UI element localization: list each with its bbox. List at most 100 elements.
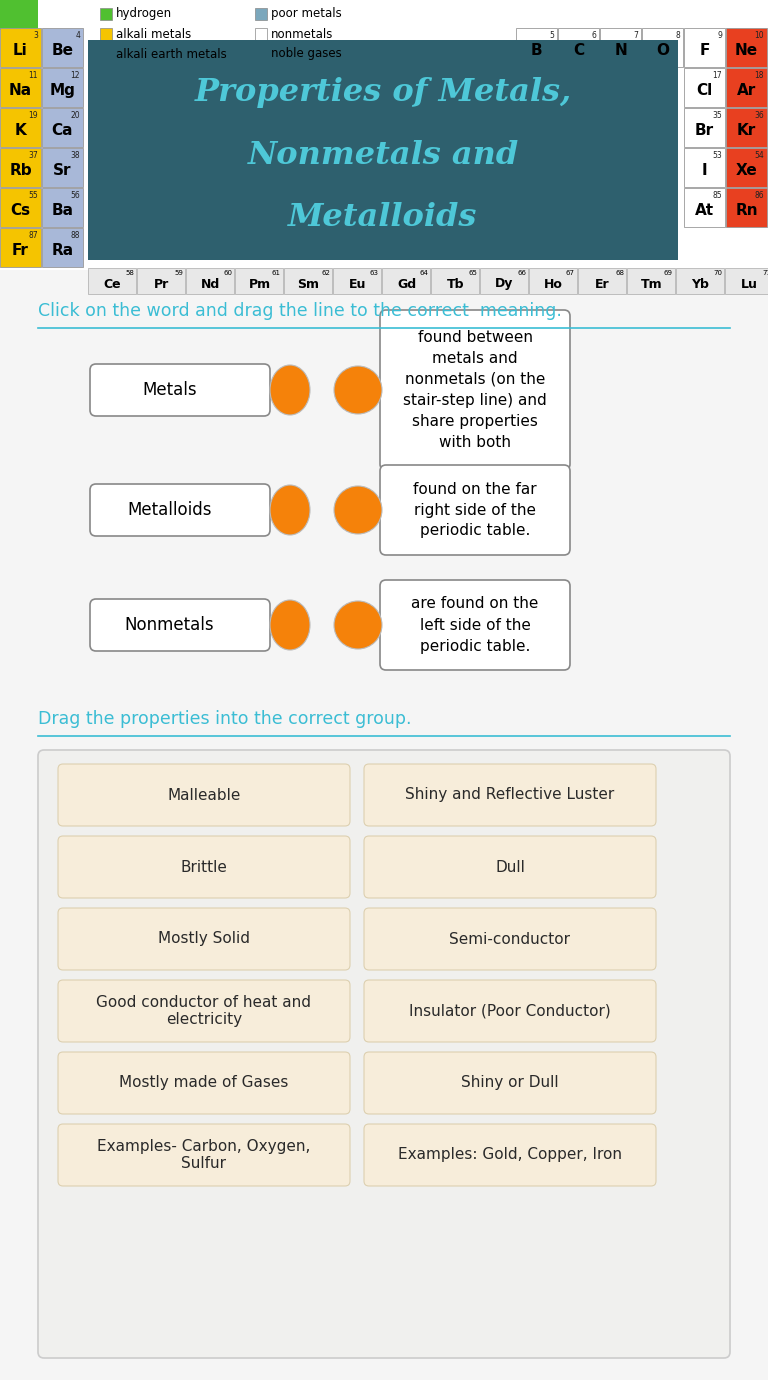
Text: 10: 10 [754,30,764,40]
Text: Br: Br [695,123,714,138]
Text: Ce: Ce [104,277,121,291]
Text: Ca: Ca [51,123,73,138]
Text: 9: 9 [717,30,722,40]
FancyBboxPatch shape [58,1123,350,1185]
Bar [0,148,41,188]
FancyBboxPatch shape [90,599,270,651]
Text: Er: Er [595,277,610,291]
Text: 66: 66 [517,270,526,276]
Text: Shiny or Dull: Shiny or Dull [462,1075,559,1090]
Text: 6: 6 [591,30,596,40]
Text: 58: 58 [125,270,134,276]
Text: 71: 71 [762,270,768,276]
Text: At: At [695,203,714,218]
Bar [726,28,767,68]
FancyBboxPatch shape [58,836,350,898]
Text: Be: Be [51,43,74,58]
Bar [255,48,267,59]
Text: 62: 62 [321,270,330,276]
Text: 88: 88 [71,230,80,240]
Text: 85: 85 [713,190,722,200]
Bar [684,148,725,188]
Text: Ba: Ba [51,203,74,218]
Text: F: F [700,43,710,58]
Text: found between
metals and
nonmetals (on the
stair-step line) and
share properties: found between metals and nonmetals (on t… [403,330,547,450]
Text: Cl: Cl [697,83,713,98]
Circle shape [334,602,382,649]
Text: alkali metals: alkali metals [116,28,191,40]
Text: 20: 20 [71,110,80,120]
FancyBboxPatch shape [364,836,656,898]
Bar [42,108,83,148]
Text: 19: 19 [28,110,38,120]
Bar [42,28,83,68]
FancyBboxPatch shape [364,765,656,827]
Bar [42,68,83,108]
Bar [684,108,725,148]
Bar [529,268,577,294]
Text: 12: 12 [71,70,80,80]
Text: Sm: Sm [297,277,319,291]
Bar [0,228,41,266]
Text: Gd: Gd [397,277,416,291]
Text: 7: 7 [633,30,638,40]
Text: nonmetals: nonmetals [271,28,333,40]
FancyBboxPatch shape [364,980,656,1042]
Text: 55: 55 [28,190,38,200]
Bar [137,268,185,294]
Text: Properties of Metals,: Properties of Metals, [194,76,571,108]
Text: hydrogen: hydrogen [116,7,172,21]
Bar [235,268,283,294]
Ellipse shape [270,484,310,535]
FancyBboxPatch shape [380,580,570,671]
Text: found on the far
right side of the
periodic table.: found on the far right side of the perio… [413,482,537,538]
FancyBboxPatch shape [90,484,270,535]
Bar [726,188,767,226]
FancyBboxPatch shape [58,1052,350,1114]
Bar [431,268,479,294]
Text: 68: 68 [615,270,624,276]
Text: Nd: Nd [201,277,220,291]
Text: N: N [614,43,627,58]
Text: Mg: Mg [50,83,75,98]
Ellipse shape [270,364,310,415]
Text: Lu: Lu [741,277,758,291]
Text: 60: 60 [223,270,232,276]
Text: Metalloids: Metalloids [127,501,211,519]
Bar [726,68,767,108]
FancyBboxPatch shape [58,980,350,1042]
Text: 11: 11 [28,70,38,80]
Text: Tm: Tm [641,277,662,291]
Text: Metals: Metals [142,381,197,399]
Text: Dull: Dull [495,860,525,875]
FancyBboxPatch shape [58,908,350,970]
Bar [480,268,528,294]
Text: 65: 65 [468,270,477,276]
Text: Li: Li [13,43,28,58]
Text: Rn: Rn [735,203,758,218]
Bar [0,188,41,226]
Bar [88,40,678,259]
Text: Kr: Kr [737,123,756,138]
Text: Examples: Gold, Copper, Iron: Examples: Gold, Copper, Iron [398,1148,622,1162]
Text: Good conductor of heat and
electricity: Good conductor of heat and electricity [97,995,312,1027]
Text: B: B [531,43,542,58]
Text: alkali earth metals: alkali earth metals [116,47,227,61]
Text: Xe: Xe [736,163,757,178]
Bar [42,148,83,188]
Text: Insulator (Poor Conductor): Insulator (Poor Conductor) [409,1003,611,1018]
FancyBboxPatch shape [380,310,570,471]
Bar [284,268,332,294]
Text: 63: 63 [370,270,379,276]
Text: Sr: Sr [53,163,71,178]
Text: 4: 4 [75,30,80,40]
Text: are found on the
left side of the
periodic table.: are found on the left side of the period… [412,596,538,654]
FancyBboxPatch shape [364,1052,656,1114]
Text: Cs: Cs [11,203,31,218]
Text: Click on the word and drag the line to the correct  meaning.: Click on the word and drag the line to t… [38,302,562,320]
Text: 70: 70 [713,270,722,276]
Bar [726,108,767,148]
Text: Ar: Ar [737,83,756,98]
Text: Yb: Yb [691,277,710,291]
Text: noble gases: noble gases [271,47,342,61]
